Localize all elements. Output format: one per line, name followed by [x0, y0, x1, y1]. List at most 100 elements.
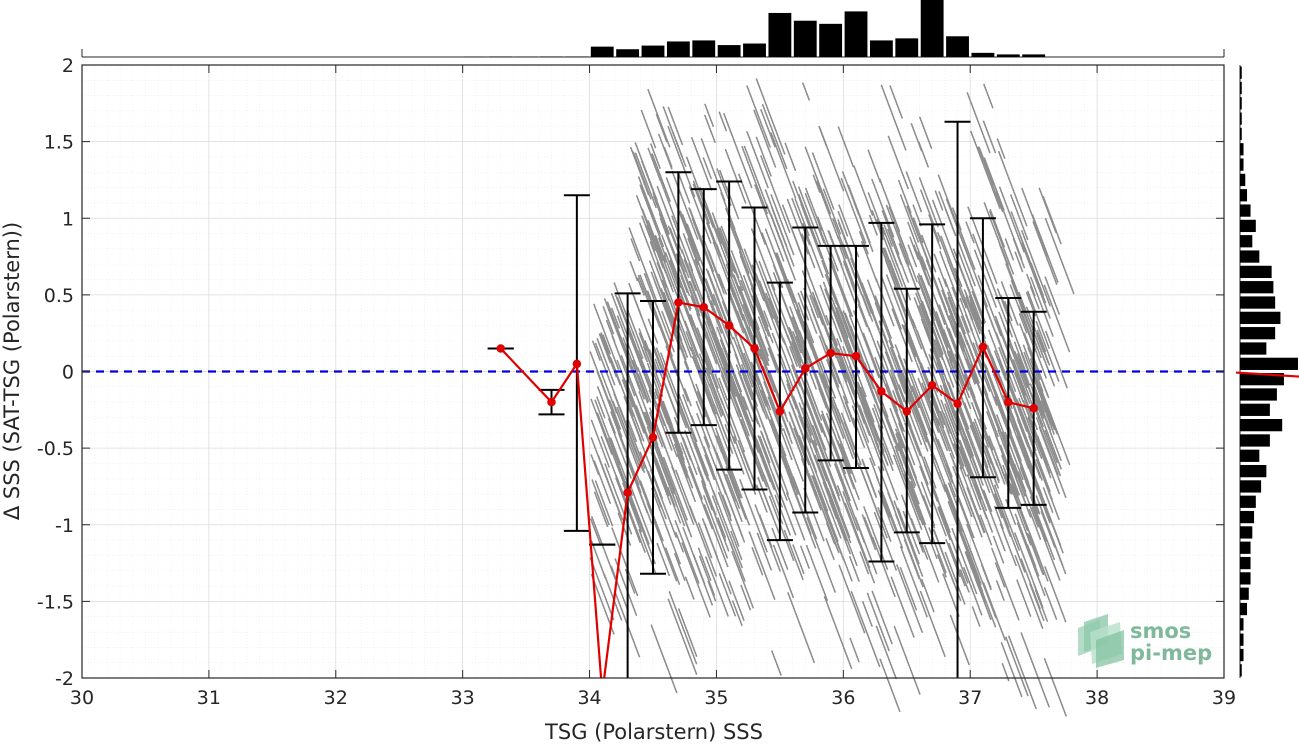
scatter-streak — [1027, 417, 1052, 480]
scatter-streak — [724, 148, 747, 204]
scatter-streak — [712, 241, 735, 298]
scatter-streak — [714, 464, 746, 543]
scatter-streak — [824, 400, 851, 466]
scatter-streak — [692, 183, 722, 257]
scatter-streak — [1018, 313, 1028, 334]
scatter-streak — [1031, 507, 1061, 582]
scatter-streak — [718, 288, 738, 337]
scatter-streak — [875, 475, 899, 533]
scatter-streak — [727, 292, 745, 334]
scatter-streak — [849, 637, 860, 663]
y-tick-label: -1 — [55, 515, 74, 537]
scatter-streak — [613, 282, 635, 337]
scatter-streak — [982, 489, 993, 512]
scatter-streak — [662, 301, 690, 371]
scatter-streak — [837, 235, 847, 259]
scatter-streak — [819, 358, 836, 399]
scatter-streak — [1009, 366, 1024, 403]
scatter-streak — [743, 352, 772, 425]
scatter-streak — [762, 425, 783, 478]
scatter-streak — [882, 442, 894, 472]
scatter-streak — [667, 126, 696, 198]
scatter-streak — [899, 194, 920, 244]
top-histogram-bar — [565, 56, 589, 57]
scatter-streak — [879, 488, 904, 549]
scatter-streak — [753, 320, 770, 362]
scatter-points — [589, 78, 1075, 718]
scatter-streak — [763, 297, 781, 341]
right-histogram-bar — [1240, 311, 1281, 324]
scatter-streak — [827, 230, 853, 294]
scatter-streak — [1027, 534, 1045, 576]
scatter-streak — [665, 547, 681, 585]
scatter-streak — [751, 433, 772, 483]
right-histogram-bar — [1240, 204, 1251, 217]
scatter-streak — [981, 564, 992, 591]
scatter-streak — [983, 157, 1005, 211]
scatter-streak — [816, 381, 829, 412]
scatter-streak — [881, 210, 900, 255]
scatter-streak — [824, 288, 853, 360]
scatter-streak — [836, 338, 857, 389]
scatter-streak — [804, 146, 832, 215]
scatter-streak — [592, 340, 601, 361]
scatter-streak — [667, 598, 698, 676]
scatter-streak — [644, 340, 658, 372]
right-histogram-bar — [1240, 158, 1244, 171]
scatter-streak — [906, 484, 922, 521]
mean-marker — [953, 399, 962, 408]
scatter-streak — [1005, 636, 1029, 697]
scatter-streak — [801, 233, 816, 269]
scatter-streak — [978, 146, 995, 187]
scatter-streak — [994, 562, 1006, 588]
scatter-streak — [1044, 429, 1059, 464]
scatter-streak — [673, 443, 689, 479]
scatter-streak — [1026, 273, 1036, 297]
scatter-streak — [1014, 372, 1033, 419]
scatter-streak — [903, 539, 920, 580]
right-histogram-bar — [1240, 189, 1248, 202]
scatter-streak — [804, 192, 825, 244]
scatter-streak — [896, 564, 924, 634]
scatter-streak — [664, 383, 680, 421]
scatter-streak — [889, 369, 899, 391]
scatter-streak — [1032, 374, 1056, 431]
scatter-streak — [589, 557, 615, 621]
scatter-streak — [877, 507, 892, 542]
scatter-streak — [998, 311, 1029, 389]
scatter-streak — [937, 507, 951, 541]
x-tick-label: 38 — [1085, 687, 1109, 709]
scatter-streak — [982, 582, 1007, 642]
scatter-streak — [1008, 343, 1034, 407]
top-histogram-bar — [616, 49, 640, 57]
scatter-streak — [698, 555, 716, 596]
scatter-streak — [680, 274, 689, 294]
scatter-streak — [1014, 251, 1024, 274]
right-histogram-bar — [1240, 449, 1260, 462]
scatter-streak — [949, 614, 970, 666]
scatter-streak — [733, 436, 757, 495]
scatter-streak — [977, 146, 1004, 213]
scatter-streak — [1007, 412, 1030, 471]
scatter-streak — [707, 250, 724, 289]
scatter-streak — [771, 527, 789, 570]
scatter-streak — [755, 273, 774, 319]
scatter-streak — [897, 374, 906, 394]
scatter-streak — [916, 330, 943, 398]
scatter-streak — [956, 238, 976, 287]
top-histogram-bar — [844, 11, 868, 57]
scatter-streak — [770, 284, 802, 364]
scatter-streak — [593, 491, 609, 528]
scatter-streak — [628, 282, 643, 318]
scatter-streak — [697, 547, 712, 583]
scatter-streak — [1033, 390, 1045, 418]
scatter-streak — [849, 349, 860, 375]
scatter-streak — [840, 177, 867, 244]
scatter-streak — [671, 171, 699, 241]
scatter-streak — [875, 278, 895, 327]
scatter-streak — [957, 263, 982, 324]
scatter-streak — [636, 277, 646, 297]
scatter-streak — [818, 335, 840, 388]
scatter-streak — [859, 551, 870, 575]
scatter-streak — [923, 523, 939, 560]
